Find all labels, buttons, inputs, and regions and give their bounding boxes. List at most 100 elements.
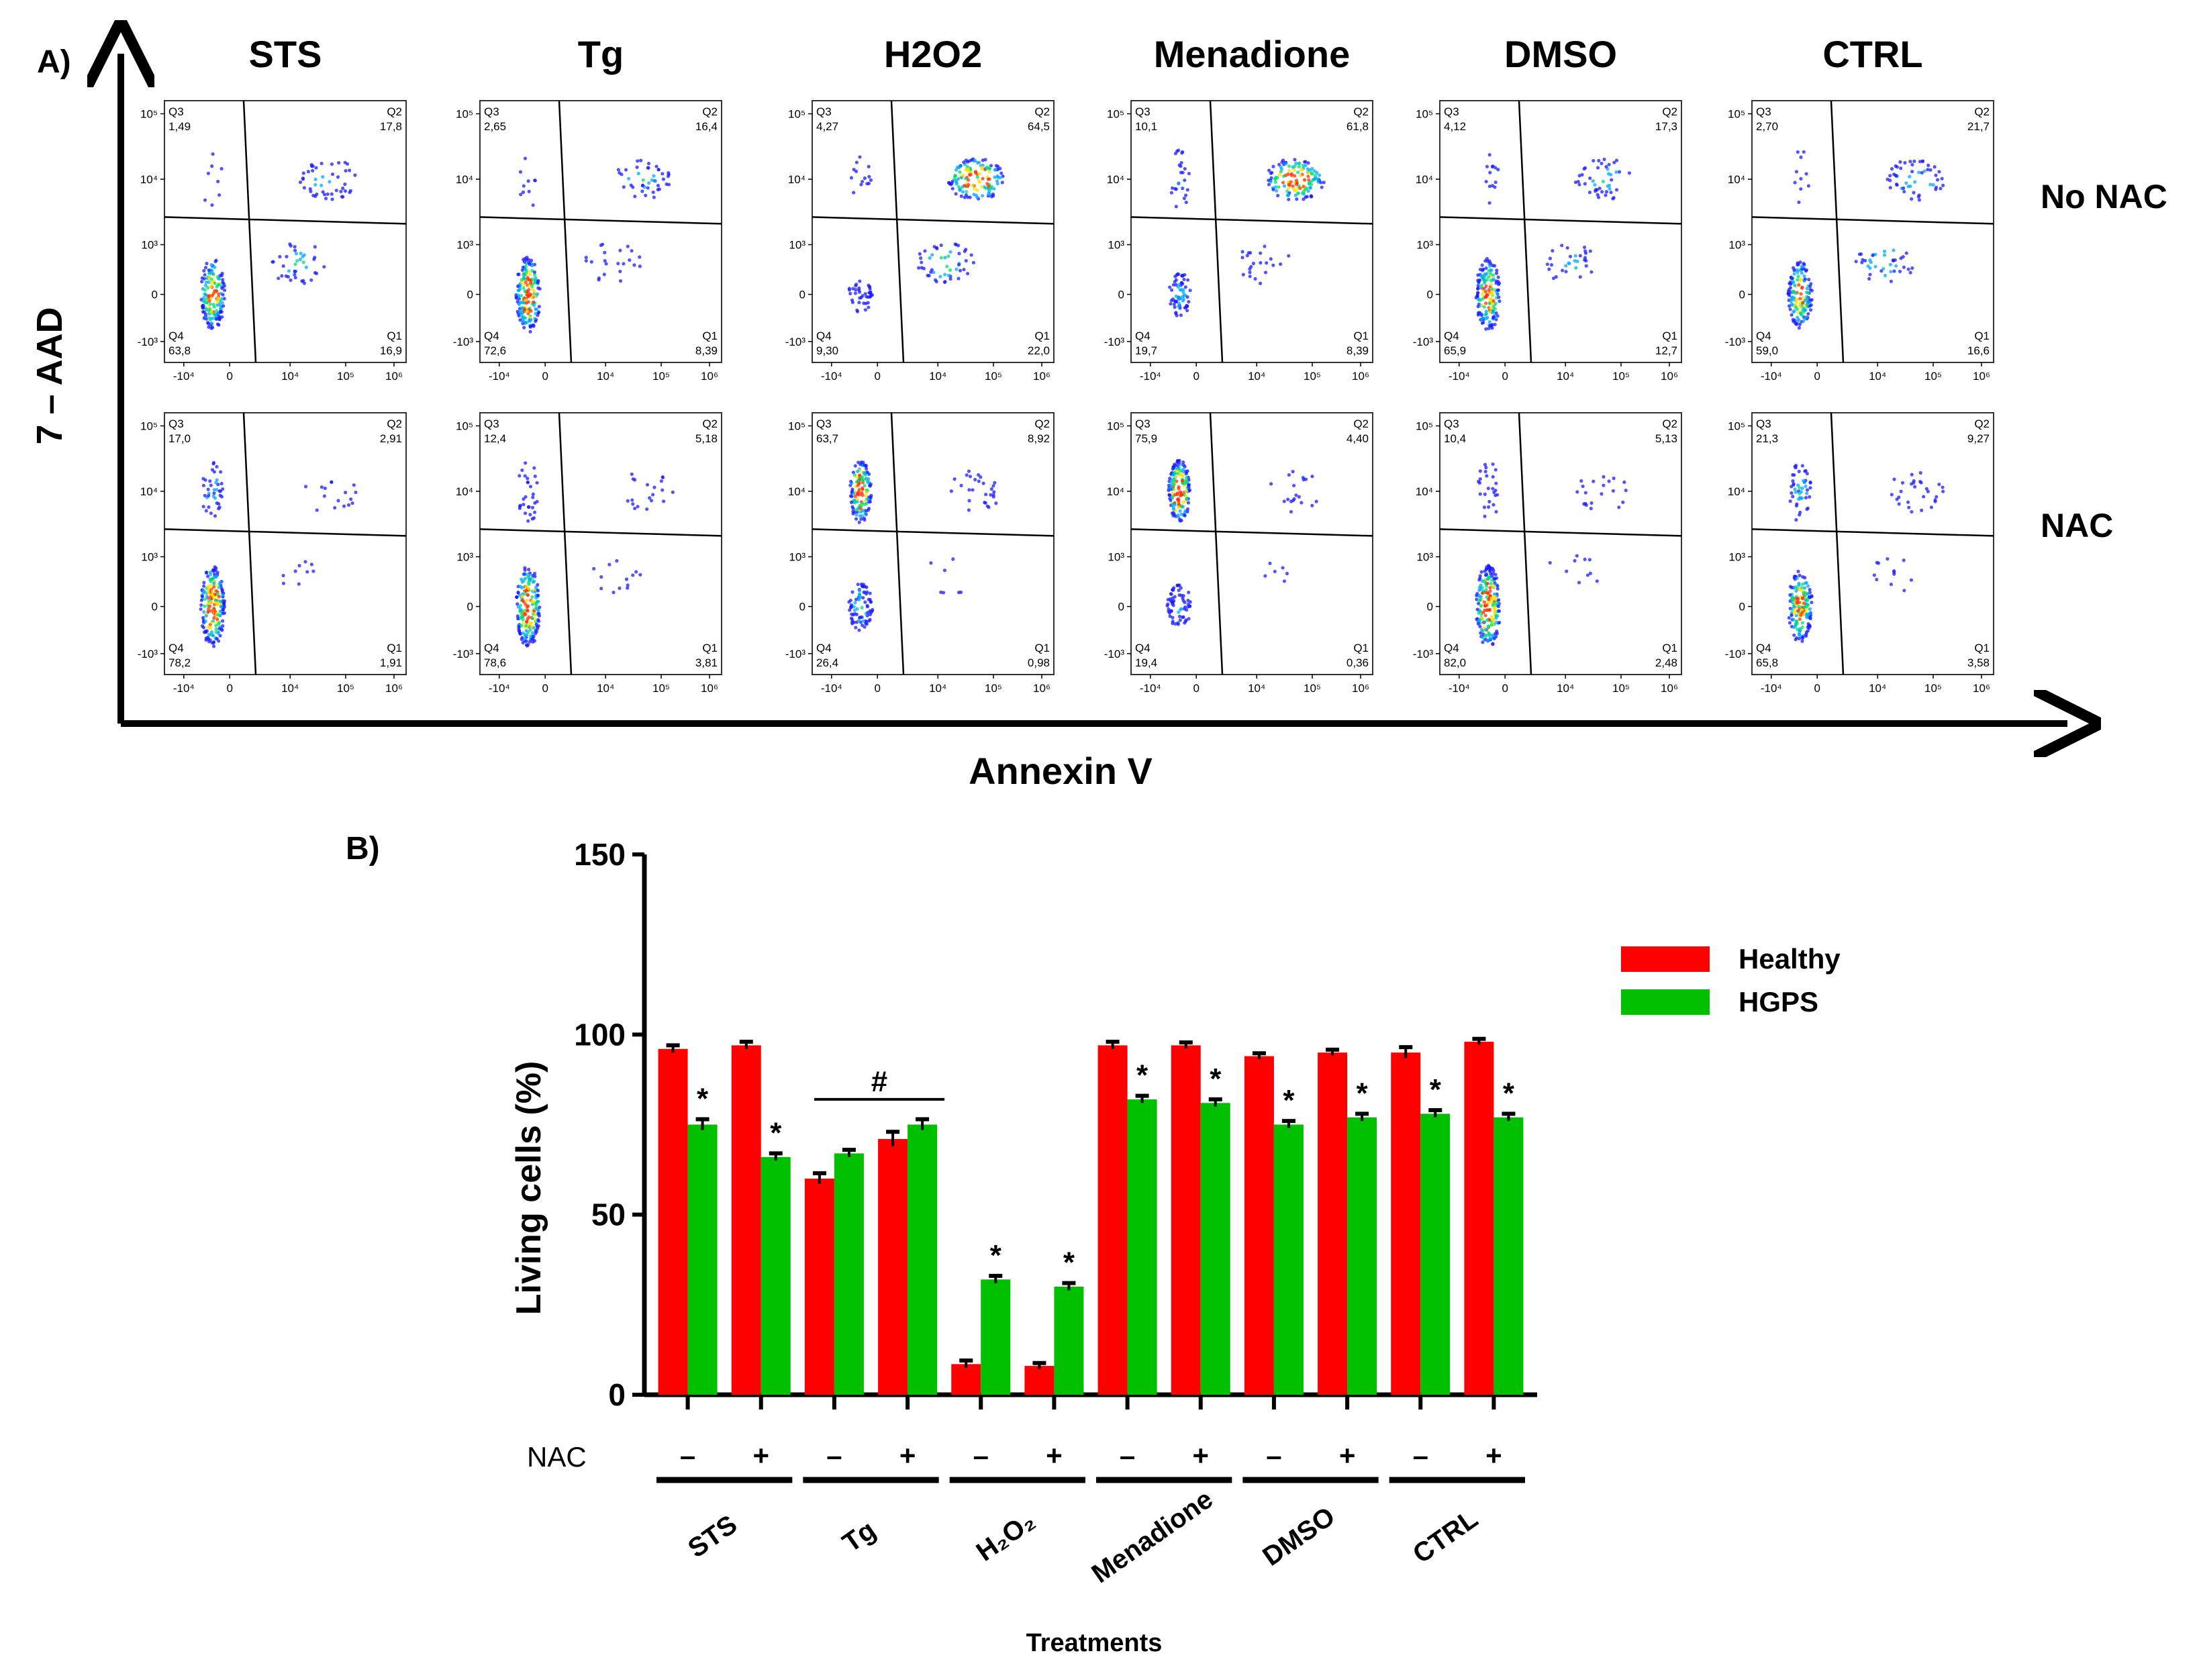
cluster-q2 <box>1304 163 1308 168</box>
cluster-q4 <box>1489 291 1493 295</box>
cluster-q4 <box>1810 289 1814 293</box>
cluster-q4 <box>529 258 534 262</box>
cluster-q2 <box>950 187 955 191</box>
cluster-q4 <box>1802 601 1806 605</box>
cluster-q4 <box>1806 311 1810 316</box>
cluster-q4 <box>212 305 216 309</box>
cluster-q4 <box>521 631 525 635</box>
cluster-q2 <box>352 483 356 487</box>
gate-horizontal-line <box>812 528 1055 537</box>
quadrant-q2-value: 8,92 <box>1028 432 1050 445</box>
cluster-q4 <box>1478 609 1482 613</box>
quadrant-q2-value: 64,5 <box>1028 120 1050 133</box>
cluster-q3 <box>522 502 526 507</box>
gate-horizontal-line <box>1130 528 1373 537</box>
cluster-q3 <box>1494 509 1498 514</box>
cluster-q1 <box>312 257 316 261</box>
cluster-q4 <box>521 617 525 622</box>
cluster-q2 <box>1310 503 1314 507</box>
quadrant-q1-name: Q1 <box>1353 330 1369 342</box>
cluster-q4 <box>537 310 541 314</box>
cluster-q4 <box>520 624 524 628</box>
cluster-q1 <box>618 279 623 283</box>
cluster-q4 <box>1797 586 1801 591</box>
cluster-q2 <box>1614 170 1618 174</box>
cluster-q2 <box>1890 493 1894 497</box>
cluster-q4 <box>1808 304 1812 308</box>
cluster-q3 <box>1179 512 1183 516</box>
bar-healthy-9 <box>1244 1056 1274 1395</box>
cluster-q1 <box>1883 273 1888 278</box>
cluster-q4 <box>202 610 206 614</box>
cluster-q1 <box>1578 254 1582 258</box>
cluster-q4 <box>1175 299 1179 304</box>
cluster-q2 <box>330 480 334 484</box>
cluster-q1 <box>1584 264 1588 268</box>
cluster-q2 <box>302 186 306 190</box>
group-label-2: Tg <box>837 1515 881 1558</box>
cluster-q3 <box>851 511 855 515</box>
cluster-q1 <box>1282 579 1287 583</box>
cluster-q2 <box>977 479 981 483</box>
y-tick-label: 10³ <box>1728 239 1745 252</box>
y-tick-label: -10³ <box>1413 336 1434 348</box>
cluster-q3 <box>861 493 865 497</box>
cluster-q4 <box>516 602 520 606</box>
gate-horizontal-line <box>479 528 722 537</box>
cluster-q2 <box>1593 183 1597 187</box>
cluster-q2 <box>652 174 656 178</box>
cluster-q4 <box>214 589 218 593</box>
cluster-q2 <box>1583 182 1587 186</box>
cluster-q2 <box>992 187 996 191</box>
cluster-q3 <box>219 470 223 474</box>
cluster-q4 <box>1795 297 1799 301</box>
quadrant-q4-name: Q4 <box>816 330 832 342</box>
cluster-q4 <box>200 279 204 284</box>
cluster-q4 <box>1792 617 1796 622</box>
cluster-q3 <box>523 156 528 160</box>
cluster-q3 <box>1791 479 1795 483</box>
cluster-q3 <box>1185 509 1189 513</box>
cluster-q2 <box>650 178 654 182</box>
cluster-q3 <box>849 500 854 505</box>
cluster-q4 <box>1800 286 1804 290</box>
quadrant-q1-value: 2,48 <box>1655 656 1677 669</box>
cluster-q3 <box>858 514 862 518</box>
cluster-q3 <box>526 505 531 509</box>
cluster-q1 <box>289 244 293 248</box>
cluster-q2 <box>971 488 975 492</box>
cluster-q1 <box>929 270 933 274</box>
y-tick-label: 10⁴ <box>1728 485 1745 498</box>
cluster-q3 <box>217 502 221 506</box>
cluster-q2 <box>661 172 665 176</box>
plot-frame <box>1439 412 1682 675</box>
cluster-q2 <box>313 177 317 181</box>
cluster-q2 <box>1304 477 1308 481</box>
cluster-q2 <box>1926 163 1930 167</box>
cluster-q4 <box>1493 595 1498 599</box>
cluster-q2 <box>1910 197 1914 201</box>
cluster-q2 <box>354 490 358 495</box>
cluster-q4 <box>207 294 211 298</box>
cluster-q4 <box>1788 286 1793 290</box>
cluster-q4 <box>1183 273 1187 277</box>
cluster-q3 <box>201 483 206 487</box>
cluster-q4 <box>1478 624 1482 628</box>
cluster-q3 <box>526 519 530 523</box>
cluster-q4 <box>1797 283 1801 287</box>
cluster-q2 <box>1906 500 1910 504</box>
cluster-q2 <box>1918 471 1922 475</box>
cluster-q3 <box>1799 187 1803 191</box>
cluster-q1 <box>1902 589 1906 593</box>
cluster-q1 <box>592 566 596 571</box>
quadrant-q2-value: 16,4 <box>695 120 718 133</box>
cluster-q3 <box>1181 481 1185 485</box>
legend-swatch-healthy <box>1621 946 1710 972</box>
cluster-q4 <box>1803 576 1807 580</box>
chart-x-axis-label: Treatments <box>1026 1629 1163 1657</box>
y-tick-label: 10³ <box>141 551 158 564</box>
cluster-q3 <box>526 481 530 485</box>
y-tick-label: 10⁵ <box>1107 108 1124 121</box>
cluster-q1 <box>1873 252 1877 256</box>
cluster-q2 <box>1284 173 1288 177</box>
